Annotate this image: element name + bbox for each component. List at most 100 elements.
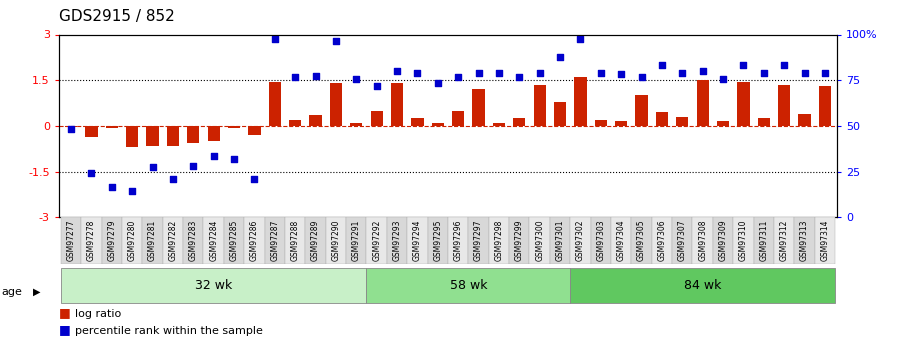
Text: GSM97278: GSM97278 xyxy=(87,220,96,261)
Bar xyxy=(248,126,261,135)
Bar xyxy=(472,89,485,126)
FancyBboxPatch shape xyxy=(814,217,835,264)
Text: GSM97306: GSM97306 xyxy=(657,220,666,261)
Point xyxy=(227,157,242,162)
FancyBboxPatch shape xyxy=(367,268,570,303)
Text: GDS2915 / 852: GDS2915 / 852 xyxy=(59,9,175,23)
FancyBboxPatch shape xyxy=(81,217,101,264)
FancyBboxPatch shape xyxy=(733,217,754,264)
Text: GSM97285: GSM97285 xyxy=(230,220,239,261)
Text: ■: ■ xyxy=(59,323,71,336)
Text: 84 wk: 84 wk xyxy=(684,279,721,292)
Text: GSM97299: GSM97299 xyxy=(515,220,524,261)
FancyBboxPatch shape xyxy=(122,217,142,264)
FancyBboxPatch shape xyxy=(407,217,427,264)
FancyBboxPatch shape xyxy=(652,217,672,264)
Text: GSM97302: GSM97302 xyxy=(576,220,585,261)
Bar xyxy=(391,83,403,126)
FancyBboxPatch shape xyxy=(285,217,305,264)
Text: ▶: ▶ xyxy=(33,287,40,296)
FancyBboxPatch shape xyxy=(244,217,264,264)
FancyBboxPatch shape xyxy=(611,217,632,264)
Point xyxy=(431,80,445,86)
FancyBboxPatch shape xyxy=(469,217,489,264)
Bar xyxy=(310,115,321,126)
FancyBboxPatch shape xyxy=(754,217,774,264)
Text: GSM97313: GSM97313 xyxy=(800,220,809,261)
Text: GSM97300: GSM97300 xyxy=(535,220,544,261)
Point xyxy=(634,75,649,80)
Bar xyxy=(635,96,648,126)
Bar xyxy=(757,118,770,126)
FancyBboxPatch shape xyxy=(346,217,367,264)
Bar xyxy=(534,85,546,126)
Text: GSM97286: GSM97286 xyxy=(250,220,259,261)
Point xyxy=(206,154,221,159)
FancyBboxPatch shape xyxy=(489,217,510,264)
Text: GSM97287: GSM97287 xyxy=(271,220,280,261)
Bar xyxy=(432,123,443,126)
Bar xyxy=(493,123,505,126)
Bar xyxy=(167,126,179,146)
Text: 32 wk: 32 wk xyxy=(195,279,233,292)
Point xyxy=(675,70,690,75)
Bar xyxy=(798,114,811,126)
FancyBboxPatch shape xyxy=(264,217,285,264)
Text: GSM97308: GSM97308 xyxy=(698,220,707,261)
Point xyxy=(797,70,812,75)
Point xyxy=(512,75,527,80)
Bar xyxy=(717,121,729,126)
Bar xyxy=(697,80,709,126)
Point xyxy=(451,75,465,80)
Point xyxy=(472,70,486,75)
Bar xyxy=(289,120,301,126)
Text: GSM97280: GSM97280 xyxy=(128,220,137,261)
Text: age: age xyxy=(2,287,23,296)
Bar xyxy=(350,123,362,126)
Text: GSM97293: GSM97293 xyxy=(393,220,402,261)
FancyBboxPatch shape xyxy=(510,217,529,264)
FancyBboxPatch shape xyxy=(795,217,814,264)
Text: GSM97282: GSM97282 xyxy=(168,220,177,261)
FancyBboxPatch shape xyxy=(101,217,122,264)
Text: GSM97301: GSM97301 xyxy=(556,220,565,261)
Text: GSM97291: GSM97291 xyxy=(352,220,361,261)
Point xyxy=(125,189,139,194)
Text: GSM97289: GSM97289 xyxy=(311,220,320,261)
FancyBboxPatch shape xyxy=(529,217,550,264)
FancyBboxPatch shape xyxy=(448,217,469,264)
Point xyxy=(614,71,628,77)
Bar xyxy=(554,101,567,126)
Point xyxy=(186,163,201,168)
Point xyxy=(64,126,79,132)
Text: GSM97303: GSM97303 xyxy=(596,220,605,261)
Text: GSM97309: GSM97309 xyxy=(719,220,728,261)
FancyBboxPatch shape xyxy=(61,268,367,303)
FancyBboxPatch shape xyxy=(570,268,835,303)
FancyBboxPatch shape xyxy=(591,217,611,264)
Text: GSM97277: GSM97277 xyxy=(67,220,75,261)
Bar xyxy=(106,126,118,128)
Bar xyxy=(65,126,77,127)
FancyBboxPatch shape xyxy=(367,217,386,264)
Point xyxy=(654,62,669,68)
Point xyxy=(553,55,567,60)
Bar xyxy=(147,126,158,146)
Point xyxy=(309,73,323,78)
Bar xyxy=(575,77,586,126)
Bar xyxy=(411,118,424,126)
Point xyxy=(105,184,119,190)
Point xyxy=(166,177,180,182)
FancyBboxPatch shape xyxy=(550,217,570,264)
Point xyxy=(288,75,302,80)
FancyBboxPatch shape xyxy=(774,217,795,264)
Text: GSM97311: GSM97311 xyxy=(759,220,768,261)
Text: GSM97307: GSM97307 xyxy=(678,220,687,261)
FancyBboxPatch shape xyxy=(61,217,81,264)
Point xyxy=(491,70,506,75)
Point xyxy=(410,70,424,75)
Text: ■: ■ xyxy=(59,306,71,319)
Text: GSM97314: GSM97314 xyxy=(821,220,829,261)
Point xyxy=(776,62,791,68)
Bar xyxy=(595,120,607,126)
